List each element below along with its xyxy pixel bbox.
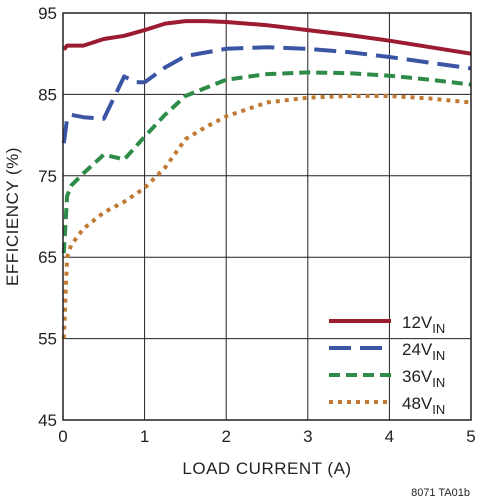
- series-line-36v: [61, 70, 472, 254]
- legend-label: 12VIN: [402, 313, 445, 336]
- series-line-48v: [61, 94, 472, 339]
- series-lines: [61, 19, 472, 339]
- y-tick-label: 85: [38, 85, 57, 104]
- x-tick-label: 4: [385, 427, 394, 446]
- y-tick-label: 55: [38, 330, 57, 349]
- figure-code: 8071 TA01b: [411, 487, 470, 499]
- legend-label: 36VIN: [402, 367, 445, 390]
- x-tick-label: 3: [303, 427, 312, 446]
- x-tick-label: 1: [140, 427, 149, 446]
- plot-frame: [62, 12, 472, 421]
- legend-label: 48VIN: [402, 394, 445, 417]
- y-tick-label: 45: [38, 411, 57, 430]
- y-axis-title: EFFICIENCY (%): [3, 147, 22, 286]
- y-tick-label: 65: [38, 248, 57, 267]
- x-tick-label: 5: [466, 427, 475, 446]
- series-line-24v: [61, 45, 472, 144]
- y-tick-label: 95: [38, 4, 57, 23]
- grid: [63, 13, 471, 420]
- series-line-12v: [62, 19, 472, 56]
- x-tick-label: 0: [58, 427, 67, 446]
- x-axis-title: LOAD CURRENT (A): [182, 459, 351, 478]
- legend: 12VIN 24VIN 36VIN 48VIN: [329, 313, 445, 417]
- y-tick-label: 75: [38, 167, 57, 186]
- legend-label: 24VIN: [402, 340, 445, 363]
- x-tick-label: 2: [221, 427, 230, 446]
